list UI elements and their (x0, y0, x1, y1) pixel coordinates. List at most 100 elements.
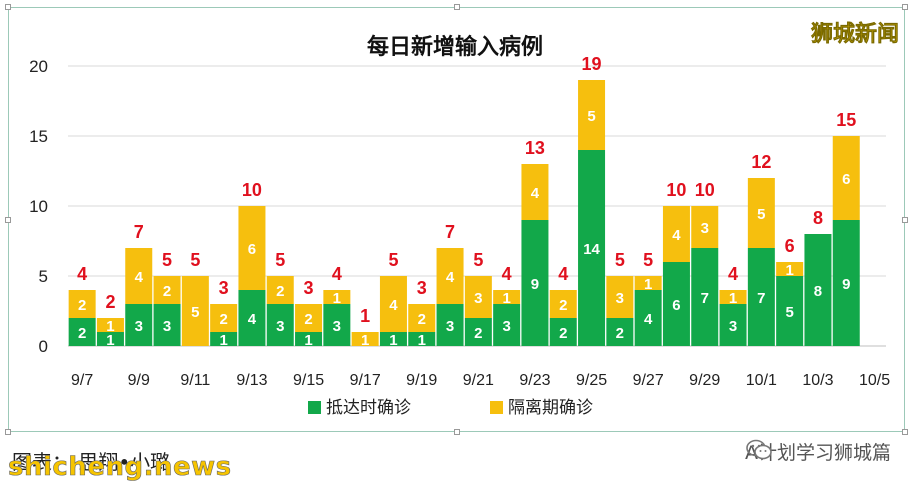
bar-green-10/2 (776, 276, 804, 346)
bar-yellow-9/11 (181, 276, 209, 346)
account-tag: A计划学习狮城篇 (745, 438, 891, 465)
total-label: 5 (190, 250, 200, 270)
bar-label-green: 14 (583, 241, 600, 258)
total-label: 5 (162, 250, 172, 270)
bar-green-9/10 (153, 304, 181, 346)
resize-handle[interactable] (902, 4, 908, 10)
bar-label-yellow: 4 (389, 297, 398, 314)
bar-yellow-9/24 (549, 290, 577, 318)
bar-label-yellow: 4 (135, 269, 144, 286)
site-watermark: shicheng.news (8, 452, 232, 483)
total-label: 19 (582, 54, 602, 74)
bar-yellow-9/25 (578, 80, 606, 150)
resize-handle[interactable] (902, 429, 908, 435)
resize-handle[interactable] (5, 4, 11, 10)
total-label: 4 (502, 264, 512, 284)
bar-label-yellow: 2 (276, 283, 284, 300)
bar-green-9/26 (606, 318, 634, 346)
bar-label-yellow: 5 (191, 304, 199, 321)
bar-yellow-9/30 (719, 290, 747, 304)
bar-label-green: 3 (333, 318, 341, 335)
brand-logo: 狮城新闻 (810, 22, 900, 48)
bar-label-green: 1 (418, 332, 426, 349)
bar-label-yellow: 6 (248, 241, 256, 258)
x-tick-label: 9/11 (180, 372, 210, 389)
bar-label-yellow: 2 (304, 311, 312, 328)
resize-handle[interactable] (5, 429, 11, 435)
resize-handle[interactable] (5, 217, 11, 223)
bar-green-10/3 (804, 234, 832, 346)
x-tick-label: 9/29 (689, 372, 720, 389)
bar-yellow-9/8 (96, 318, 124, 332)
y-tick-label: 15 (29, 127, 48, 146)
bar-green-9/29 (691, 248, 719, 346)
legend-label-yellow: 隔离期确诊 (508, 398, 593, 417)
legend-swatch-green (308, 401, 321, 414)
bar-label-yellow: 2 (78, 297, 86, 314)
account-name: A计划学习狮城篇 (745, 442, 891, 464)
bar-label-green: 3 (729, 318, 737, 335)
chart-title: 每日新增输入病例 (367, 34, 543, 59)
bar-green-9/16 (323, 304, 351, 346)
total-label: 1 (360, 306, 370, 326)
bar-label-yellow: 4 (531, 185, 540, 202)
bar-label-yellow: 1 (106, 318, 114, 335)
bar-label-green: 3 (502, 318, 510, 335)
bar-yellow-9/16 (323, 290, 351, 304)
total-label: 4 (728, 264, 738, 284)
bar-green-9/21 (464, 318, 492, 346)
bar-label-green: 1 (106, 332, 114, 349)
y-tick-label: 20 (29, 57, 48, 76)
bar-yellow-9/14 (266, 276, 294, 304)
total-label: 10 (242, 180, 262, 200)
bar-yellow-9/19 (408, 304, 436, 332)
bar-green-9/15 (295, 332, 323, 346)
bar-label-yellow: 1 (361, 332, 369, 349)
resize-handle[interactable] (454, 4, 460, 10)
bar-label-yellow: 5 (587, 108, 595, 125)
bar-yellow-10/4 (832, 136, 860, 220)
bar-green-9/28 (662, 262, 690, 346)
total-label: 13 (525, 138, 545, 158)
resize-handle[interactable] (454, 429, 460, 435)
bar-green-9/9 (125, 304, 153, 346)
resize-handle[interactable] (902, 217, 908, 223)
total-label: 10 (666, 180, 686, 200)
bar-green-9/30 (719, 304, 747, 346)
bar-yellow-9/7 (68, 290, 96, 318)
bar-label-green: 1 (219, 332, 227, 349)
bar-yellow-9/12 (210, 304, 238, 332)
total-label: 5 (643, 250, 653, 270)
bar-label-green: 4 (644, 311, 653, 328)
bar-yellow-9/10 (153, 276, 181, 304)
bar-yellow-9/13 (238, 206, 266, 290)
bar-green-9/27 (634, 290, 662, 346)
x-tick-label: 9/13 (236, 372, 267, 389)
x-tick-label: 9/19 (406, 372, 437, 389)
bar-green-9/22 (493, 304, 521, 346)
bar-green-9/8 (96, 332, 124, 346)
bar-green-9/7 (68, 318, 96, 346)
bar-yellow-10/1 (747, 178, 775, 248)
bar-yellow-10/2 (776, 262, 804, 276)
bar-label-yellow: 2 (219, 311, 227, 328)
bar-green-10/4 (832, 220, 860, 346)
total-label: 7 (134, 222, 144, 242)
total-label: 7 (445, 222, 455, 242)
x-tick-label: 9/15 (293, 372, 324, 389)
bar-label-yellow: 1 (644, 276, 652, 293)
bar-label-green: 1 (304, 332, 312, 349)
bar-label-yellow: 1 (729, 290, 737, 307)
total-label: 4 (558, 264, 568, 284)
bar-yellow-9/26 (606, 276, 634, 318)
bar-label-yellow: 6 (842, 171, 850, 188)
bar-label-yellow: 2 (559, 297, 567, 314)
total-label: 10 (695, 180, 715, 200)
bar-green-9/18 (379, 332, 407, 346)
bar-label-green: 3 (276, 318, 284, 335)
bar-label-yellow: 1 (502, 290, 510, 307)
bar-yellow-9/27 (634, 276, 662, 290)
bar-green-9/19 (408, 332, 436, 346)
bar-label-yellow: 1 (785, 262, 793, 279)
